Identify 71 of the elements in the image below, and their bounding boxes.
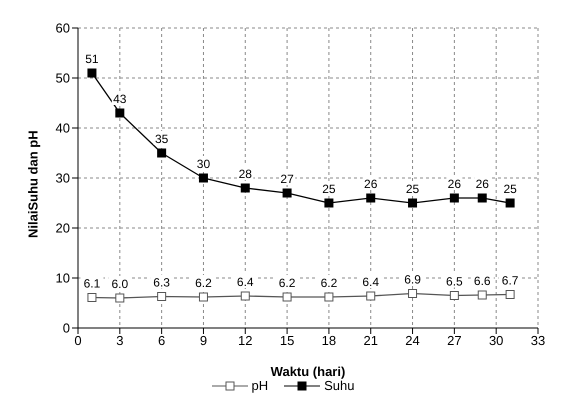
point (324, 198, 334, 208)
point (450, 194, 459, 202)
legend-label: pH (252, 378, 268, 393)
x-axis-title: Waktu (hari) (270, 364, 346, 379)
data-label: 6.2 (320, 276, 338, 290)
data-label: 26 (364, 177, 378, 191)
y-tick-label: 20 (56, 220, 70, 236)
point (115, 108, 124, 118)
point (240, 184, 250, 192)
data-label: 6.6 (474, 274, 491, 288)
x-tick-label: 24 (405, 333, 420, 348)
data-label: 25 (503, 182, 518, 196)
x-tick-label: 21 (363, 333, 378, 348)
x-tick-label: 3 (116, 333, 124, 348)
data-label: 6.3 (153, 276, 170, 290)
point (366, 292, 376, 300)
point (115, 294, 124, 302)
point (366, 194, 376, 202)
data-label: 6.2 (278, 276, 296, 290)
point (506, 290, 515, 299)
data-label: 6.0 (111, 277, 128, 291)
point (282, 292, 292, 302)
data-label: 25 (322, 182, 336, 196)
x-tick-label: 33 (530, 333, 546, 348)
x-tick-label: 12 (238, 333, 253, 348)
y-tick-label: 30 (56, 170, 70, 186)
point (408, 198, 418, 208)
data-label: 43 (113, 92, 127, 106)
x-tick-label: 27 (447, 333, 462, 348)
x-tick-label: 9 (200, 333, 208, 348)
x-tick-label: 18 (322, 333, 336, 348)
data-label: 26 (476, 177, 490, 191)
data-label: 28 (238, 167, 252, 181)
data-label: 30 (196, 157, 210, 171)
point (450, 291, 459, 300)
point (157, 148, 166, 158)
data-label: 6.2 (195, 276, 212, 290)
y-tick-label: 40 (56, 120, 70, 136)
point (478, 290, 487, 300)
point (157, 292, 166, 301)
x-tick-label: 6 (158, 333, 166, 348)
y-axis-title: NilaiSuhu dan pH (26, 130, 41, 238)
point (87, 293, 96, 302)
legend-label: Suhu (324, 378, 354, 393)
y-tick-label: 50 (56, 70, 70, 86)
point (198, 174, 208, 182)
point (506, 198, 515, 208)
data-label: 25 (406, 182, 420, 196)
point (240, 292, 250, 300)
data-label: 6.4 (362, 275, 380, 289)
point (408, 289, 418, 298)
data-label: 35 (154, 132, 169, 146)
point (324, 292, 334, 302)
data-label: 51 (85, 52, 99, 66)
data-label: 26 (448, 177, 462, 191)
data-label: 6.1 (84, 276, 101, 290)
y-tick-label: 0 (62, 320, 70, 336)
y-tick-label: 10 (56, 270, 70, 286)
point (282, 188, 292, 198)
data-label: 6.7 (502, 274, 519, 288)
y-tick-label: 60 (56, 20, 70, 36)
point (87, 68, 96, 78)
data-label: 6.9 (404, 272, 422, 286)
data-label: 27 (280, 172, 294, 186)
x-tick-label: 15 (280, 333, 294, 348)
data-label: 6.4 (236, 275, 254, 289)
x-tick-label: 0 (74, 333, 82, 348)
data-label: 6.5 (446, 274, 464, 288)
point (478, 194, 487, 202)
x-tick-label: 30 (488, 333, 504, 348)
point (198, 292, 208, 302)
